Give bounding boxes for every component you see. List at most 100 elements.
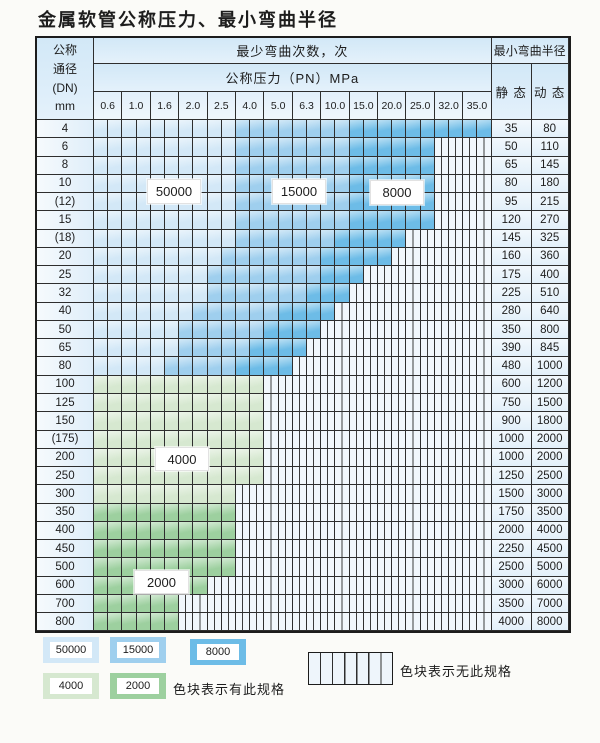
no-spec-cell (420, 393, 435, 413)
no-spec-cell (321, 393, 336, 413)
no-spec-cell (434, 156, 450, 175)
spec-cell-8000 (378, 138, 393, 157)
dynamic-radius-value: 6000 (531, 576, 569, 595)
spec-cell-50000 (122, 120, 137, 139)
no-spec-cell (321, 375, 336, 394)
no-spec-cell (463, 284, 478, 303)
static-radius-value: 80 (491, 174, 532, 194)
no-spec-cell (264, 485, 279, 504)
spec-cell-15000 (193, 357, 208, 376)
no-spec-cell (264, 448, 279, 468)
pressure-tick: 20.0 (378, 92, 407, 120)
dynamic-radius-value: 800 (531, 320, 569, 340)
pressure-tick: 15.0 (349, 92, 379, 120)
spec-cell-4000 (193, 393, 208, 413)
no-spec-cell (363, 558, 379, 577)
spec-cell-2000 (94, 613, 109, 632)
no-spec-cell (420, 229, 435, 248)
no-spec-cell (335, 357, 350, 376)
no-spec-cell (321, 521, 336, 541)
no-spec-cell (463, 229, 478, 248)
spec-cell-50000 (193, 156, 208, 175)
no-spec-cell (477, 375, 492, 394)
no-spec-cell (250, 503, 265, 522)
spec-cell-15000 (278, 229, 293, 248)
no-spec-cell (378, 613, 393, 632)
no-spec-cell (335, 540, 350, 559)
spec-cell-4000 (94, 412, 109, 431)
no-spec-cell (449, 594, 464, 614)
no-spec-cell (477, 558, 492, 577)
spec-cell-4000 (250, 467, 265, 486)
no-spec-cell (349, 320, 364, 340)
no-spec-cell (335, 613, 350, 632)
static-radius-value: 50 (491, 138, 532, 157)
static-radius-value: 280 (491, 302, 532, 321)
no-spec-cell (363, 412, 379, 431)
no-spec-cell (363, 339, 379, 358)
spec-cell-15000 (292, 156, 308, 175)
no-spec-cell (335, 393, 350, 413)
no-spec-cell (406, 375, 421, 394)
spec-cell-2000 (108, 540, 123, 559)
no-spec-cell (420, 521, 435, 541)
no-spec-cell (463, 613, 478, 632)
no-spec-cell (250, 594, 265, 614)
no-spec-cell (406, 430, 421, 449)
dn-value: 50 (37, 320, 94, 340)
spec-cell-4000 (207, 412, 222, 431)
spec-cell-15000 (236, 266, 251, 285)
no-spec-cell (463, 302, 478, 321)
dynamic-radius-value: 400 (531, 266, 569, 285)
no-spec-cell (449, 229, 464, 248)
static-radius-value: 1000 (491, 430, 532, 449)
spec-cell-8000 (420, 211, 435, 230)
no-spec-cell (292, 357, 308, 376)
no-spec-cell (335, 320, 350, 340)
spec-cell-15000 (292, 266, 308, 285)
no-spec-cell (307, 412, 322, 431)
spec-cell-50000 (207, 193, 222, 212)
no-spec-cell (349, 576, 364, 595)
spec-cell-50000 (221, 174, 237, 194)
spec-cell-15000 (264, 266, 279, 285)
no-spec-cell (250, 540, 265, 559)
spec-cell-15000 (264, 302, 279, 321)
spec-cell-50000 (136, 156, 151, 175)
spec-cell-15000 (264, 120, 279, 139)
no-spec-cell (392, 375, 407, 394)
spec-cell-15000 (179, 339, 194, 358)
spec-cell-15000 (264, 156, 279, 175)
spec-cell-15000 (335, 193, 350, 212)
spec-cell-15000 (264, 284, 279, 303)
spec-cell-50000 (136, 357, 151, 376)
no-spec-cell (335, 558, 350, 577)
dn-value: 15 (37, 211, 94, 230)
spec-cell-4000 (221, 448, 237, 468)
spec-cell-2000 (136, 540, 151, 559)
spec-cell-8000 (264, 320, 279, 340)
no-spec-cell (349, 503, 364, 522)
no-spec-cell (335, 375, 350, 394)
spec-cell-8000 (292, 320, 308, 340)
no-spec-cell (434, 284, 450, 303)
dn-value: 20 (37, 247, 94, 267)
no-spec-cell (264, 594, 279, 614)
spec-cell-50000 (136, 193, 151, 212)
spec-cell-2000 (136, 613, 151, 632)
spec-cell-15000 (321, 138, 336, 157)
spec-cell-2000 (108, 576, 123, 595)
no-spec-cell (463, 485, 478, 504)
no-spec-cell (477, 229, 492, 248)
spec-cell-8000 (264, 339, 279, 358)
no-spec-cell (278, 467, 293, 486)
spec-cell-4000 (122, 430, 137, 449)
spec-cell-50000 (179, 120, 194, 139)
spec-cell-2000 (221, 558, 237, 577)
legend-has-spec-text: 色块表示有此规格 (173, 682, 286, 697)
no-spec-cell (307, 576, 322, 595)
no-spec-cell (278, 576, 293, 595)
no-spec-cell (449, 576, 464, 595)
no-spec-cell (449, 558, 464, 577)
no-spec-cell (406, 412, 421, 431)
